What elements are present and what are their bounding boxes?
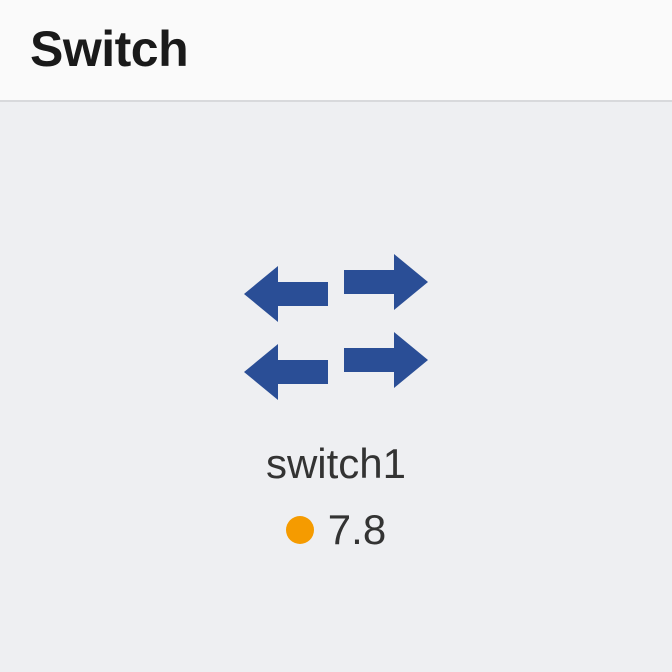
device-panel: switch1 7.8 xyxy=(0,102,672,554)
page-title: Switch xyxy=(30,20,642,78)
switch-arrows-icon xyxy=(236,252,436,412)
status-dot-icon xyxy=(286,516,314,544)
device-name: switch1 xyxy=(266,440,406,488)
page-header: Switch xyxy=(0,0,672,102)
status-value: 7.8 xyxy=(328,506,386,554)
status-row: 7.8 xyxy=(286,506,386,554)
